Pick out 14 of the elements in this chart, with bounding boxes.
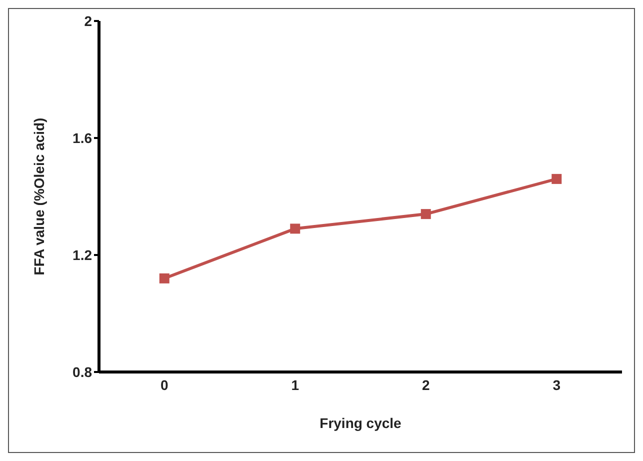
point [290,224,300,234]
y-tick-label: 1.2 [72,246,92,263]
x-tick-label: 3 [552,376,561,393]
x-axis-title: Frying cycle [320,415,402,431]
x-tick-label: 2 [422,376,430,393]
y-tick-label: 1.6 [72,130,92,146]
y-tick-label: 2 [84,12,92,29]
y-axis-title: FFA value (%Oleic acid) [30,118,47,276]
y-tick-label: 0.8 [72,364,92,380]
point [159,273,170,284]
x-tick-label: 1 [291,376,300,393]
point [552,174,562,184]
x-tick-label: 0 [160,376,168,393]
point [420,209,431,220]
